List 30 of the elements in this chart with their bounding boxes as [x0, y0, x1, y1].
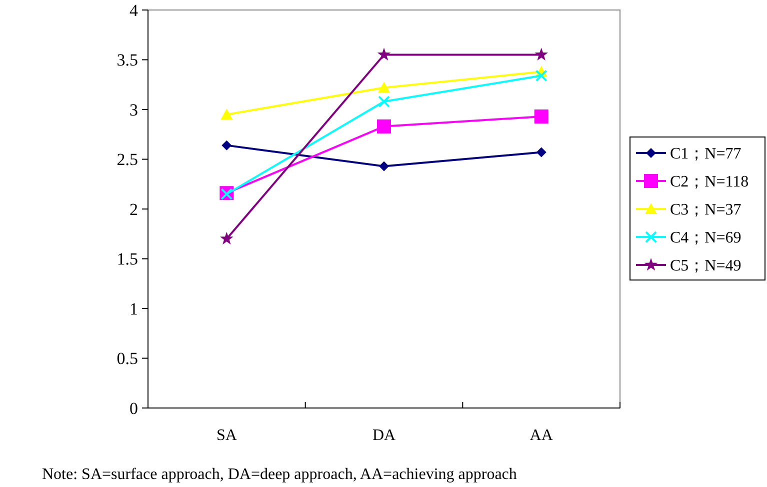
legend-label: C1；N=77 — [670, 146, 742, 163]
x-tick-label: DA — [372, 427, 396, 444]
point — [536, 147, 546, 158]
point — [377, 119, 391, 134]
y-tick-label: 0 — [130, 398, 138, 418]
legend-label: C5；N=49 — [670, 258, 742, 275]
x-tick-label: AA — [530, 427, 554, 444]
point — [377, 48, 391, 60]
y-tick-label: 0.5 — [116, 349, 138, 368]
text: Note: SA=surface approach, DA=deep approach, AA=achieving approach — [42, 466, 517, 483]
point — [534, 109, 548, 124]
y-tick-label: 3 — [130, 100, 138, 120]
point — [220, 108, 233, 120]
point — [379, 161, 389, 172]
y-tick-label: 2 — [130, 200, 138, 219]
y-tick-label: 3.5 — [116, 50, 138, 70]
legend-label: C3；N=37 — [670, 202, 742, 219]
y-tick-label: 1.5 — [116, 250, 138, 269]
point — [378, 96, 390, 108]
point — [222, 140, 232, 150]
point — [378, 82, 390, 93]
point — [220, 232, 234, 245]
y-tick-label: 1 — [130, 299, 138, 318]
y-tick-label: 4 — [130, 0, 138, 20]
point — [535, 70, 548, 82]
x-tick-label: SA — [216, 427, 238, 444]
y-tick-label: 2.5 — [116, 150, 138, 170]
legend-label: C2；N=118 — [670, 174, 749, 191]
legend-label: C4；N=69 — [670, 230, 742, 247]
point — [534, 48, 548, 60]
